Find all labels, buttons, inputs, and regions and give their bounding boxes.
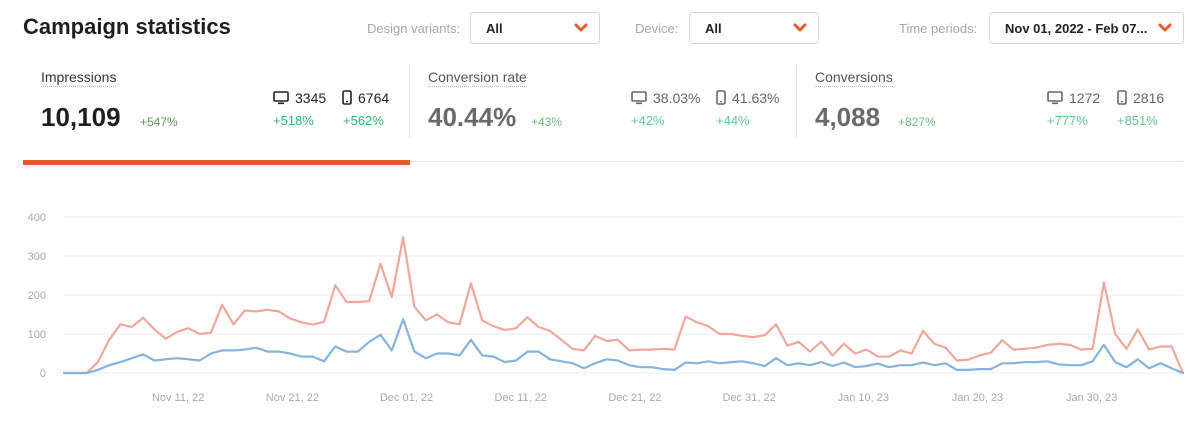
mobile-stat: 6764 [342, 90, 389, 106]
desktop-icon [273, 91, 289, 105]
desktop-stat: 38.03% [631, 90, 700, 106]
line-chart: 0 100 200 300 400 Nov 11, 22 Nov 21, 22 Dec 01,… [28, 212, 1185, 404]
desktop-value: 38.03% [653, 90, 701, 106]
mobile-stat: 2816 [1117, 90, 1164, 106]
y-tick-label: 100 [28, 329, 46, 341]
kpi-label: Conversions [815, 69, 893, 87]
time-periods-label: Time periods: [899, 21, 978, 36]
kpi-label: Impressions [41, 69, 117, 87]
page-title: Campaign statistics [23, 14, 231, 39]
series-line-1 [62, 318, 1185, 375]
mobile-delta: +44% [716, 113, 750, 128]
series-line-0 [62, 236, 1185, 375]
x-tick-label: Jan 20, 23 [952, 392, 1003, 404]
desktop-stat: 3345 [273, 90, 326, 106]
mobile-value: 41.63% [732, 90, 780, 106]
mobile-delta: +851% [1117, 113, 1158, 128]
mobile-icon [1117, 90, 1127, 105]
chevron-down-icon [574, 23, 588, 32]
desktop-delta: +518% [273, 113, 314, 128]
kpi-conversion-rate[interactable]: Conversion rate 40.44% +43% 38.03% +42% … [410, 62, 796, 162]
active-tab-indicator [23, 160, 410, 165]
design-variants-value: All [486, 21, 503, 36]
grid-layer [64, 216, 1183, 374]
x-tick-label: Jan 10, 23 [838, 392, 889, 404]
desktop-delta: +777% [1047, 113, 1088, 128]
x-tick-label: Dec 21, 22 [608, 392, 661, 404]
desktop-icon [631, 91, 647, 105]
desktop-icon [1047, 91, 1063, 105]
mobile-value: 2816 [1133, 90, 1165, 106]
kpi-value: 10,109 [41, 102, 121, 132]
desktop-value: 3345 [295, 90, 327, 106]
y-tick-label: 0 [40, 368, 46, 380]
x-tick-label: Jan 30, 23 [1066, 392, 1117, 404]
kpi-value: 4,088 [815, 102, 881, 132]
mobile-value: 6764 [358, 90, 390, 106]
x-tick-label: Dec 31, 22 [723, 392, 776, 404]
chevron-down-icon [1158, 23, 1172, 32]
time-periods-value: Nov 01, 2022 - Feb 07... [1005, 21, 1148, 36]
device-value: All [705, 21, 722, 36]
desktop-stat: 1272 [1047, 90, 1100, 106]
series-layer [62, 236, 1185, 375]
device-label: Device: [635, 21, 679, 36]
kpi-impressions[interactable]: Impressions 10,109 +547% 3345 +518% 6764… [23, 62, 410, 162]
time-periods-select[interactable]: Nov 01, 2022 - Feb 07... [989, 12, 1184, 44]
mobile-icon [342, 90, 352, 105]
x-tick-label: Nov 21, 22 [266, 392, 319, 404]
design-variants-label: Design variants: [367, 21, 461, 36]
kpi-delta: +827% [898, 115, 936, 129]
x-tick-label: Dec 11, 22 [495, 392, 547, 404]
kpi-delta: +43% [531, 115, 563, 129]
kpi-delta: +547% [140, 115, 178, 129]
tabs-baseline [23, 161, 1183, 162]
x-tick-label: Nov 11, 22 [152, 392, 204, 404]
mobile-stat: 41.63% [716, 90, 779, 106]
device-select[interactable]: All [689, 12, 819, 44]
mobile-delta: +562% [343, 113, 384, 128]
kpi-label: Conversion rate [428, 69, 527, 87]
kpi-value: 40.44% [428, 102, 517, 132]
y-tick-label: 200 [28, 290, 46, 302]
mobile-icon [716, 90, 726, 105]
kpi-divider [409, 66, 410, 138]
kpi-conversions[interactable]: Conversions 4,088 +827% 1272 +777% 2816 … [797, 62, 1183, 162]
x-tick-label: Dec 01, 22 [380, 392, 433, 404]
kpi-divider [796, 66, 797, 138]
y-tick-label: 400 [28, 212, 46, 224]
desktop-value: 1272 [1069, 90, 1101, 106]
tick-layer: 0 100 200 300 400 Nov 11, 22 Nov 21, 22 Dec 01,… [28, 212, 1118, 404]
desktop-delta: +42% [631, 113, 665, 128]
chevron-down-icon [793, 23, 807, 32]
design-variants-select[interactable]: All [470, 12, 600, 44]
y-tick-label: 300 [28, 251, 46, 263]
